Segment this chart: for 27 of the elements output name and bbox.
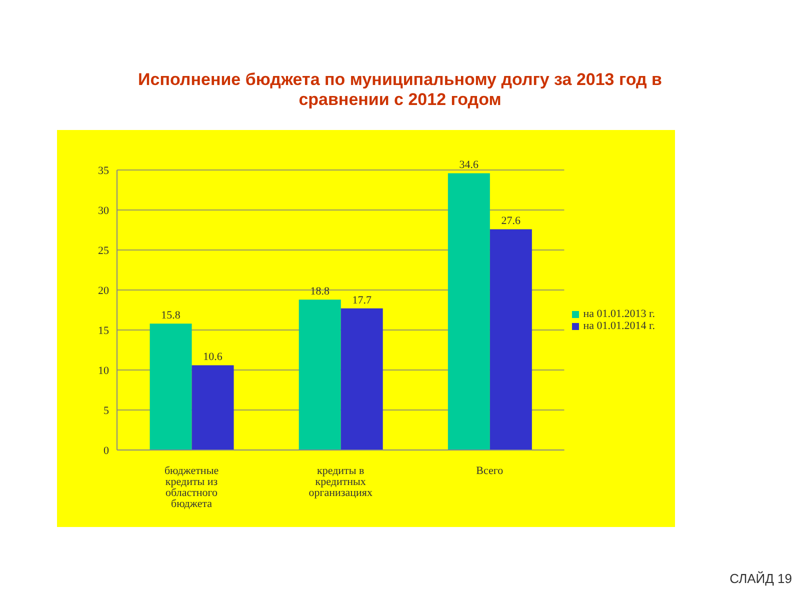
chart-title: Исполнение бюджета по муниципальному долгу за 2013 год в сравнении с 2012 годом [137, 70, 663, 110]
y-tick-label: 25 [98, 244, 110, 257]
text: СЛАЙД 19 [730, 571, 792, 586]
data-label: 34.6 [459, 159, 480, 172]
data-label: 17.7 [352, 294, 372, 306]
legend-label: на 01.01.2013 г. [583, 308, 655, 320]
bar [298, 300, 341, 450]
bar [340, 308, 383, 450]
y-tick-label: 20 [98, 284, 110, 297]
y-tick-label: 35 [98, 164, 110, 177]
legend-label: на 01.01.2014 г. [583, 320, 655, 332]
data-label: 10.6 [203, 351, 223, 364]
bar [192, 365, 234, 450]
x-tick-label: кредиты в кредитных организациях [308, 464, 373, 499]
y-tick-label: 5 [104, 404, 110, 417]
bar [448, 173, 490, 450]
data-label: 18.8 [310, 286, 330, 298]
data-label: 27.6 [501, 215, 522, 228]
x-tick-label: Всего [476, 464, 504, 477]
y-tick-label: 10 [98, 364, 110, 377]
bar [490, 229, 532, 450]
bar [150, 324, 192, 450]
x-tick-label: бюджетные кредиты из областного бюджета [164, 464, 219, 510]
data-label: 15.8 [161, 310, 181, 322]
y-tick-label: 15 [98, 324, 110, 337]
y-tick-label: 30 [98, 204, 110, 217]
y-tick-label: 0 [104, 444, 110, 457]
